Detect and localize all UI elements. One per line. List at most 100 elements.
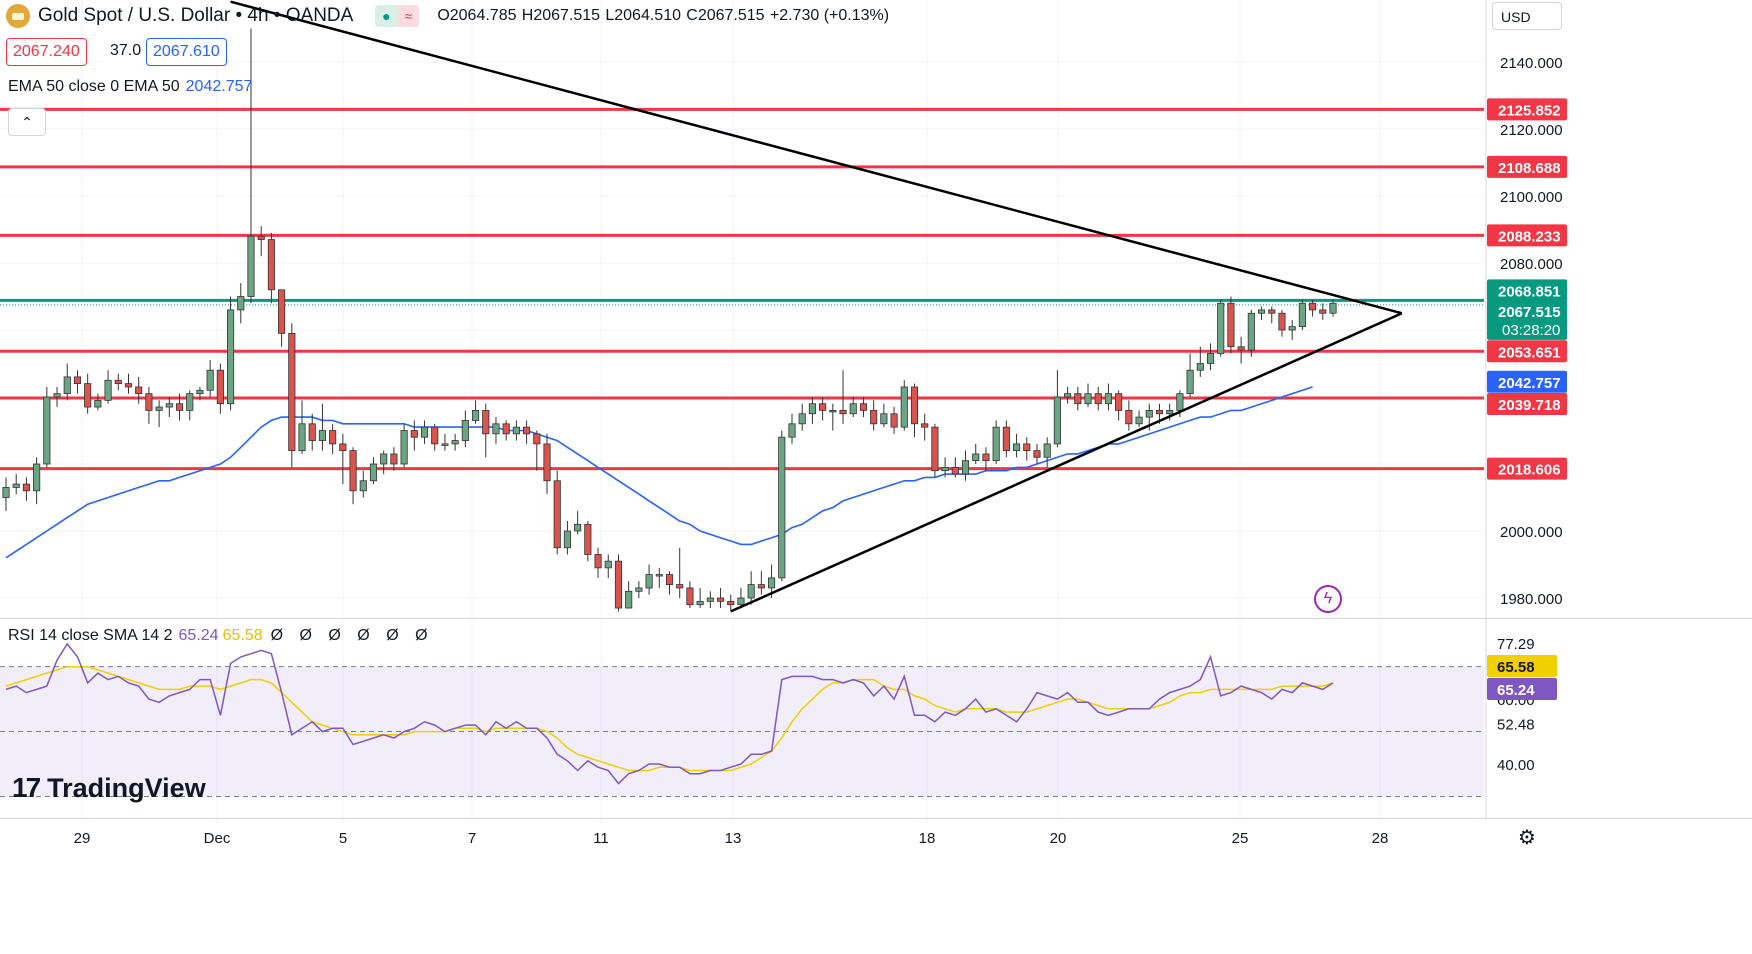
candle-body bbox=[288, 332, 296, 452]
price-tick-label: 2100.000 bbox=[1500, 189, 1563, 206]
candle-body bbox=[196, 389, 204, 395]
candle bbox=[298, 400, 306, 454]
candle-body bbox=[1227, 302, 1235, 348]
candle bbox=[33, 457, 41, 505]
price-label-text: 2053.651 bbox=[1498, 344, 1561, 361]
market-status-badge[interactable]: ● ≈ bbox=[375, 5, 420, 27]
candle bbox=[471, 400, 480, 424]
time-tick-label: 13 bbox=[725, 830, 742, 847]
candle bbox=[380, 450, 388, 475]
candle-body bbox=[594, 554, 602, 569]
candle-body bbox=[951, 466, 959, 475]
candle bbox=[829, 403, 837, 431]
candle bbox=[635, 581, 643, 598]
market-open-icon: ● bbox=[375, 5, 398, 27]
price-label-bg bbox=[1487, 340, 1567, 363]
candle bbox=[961, 450, 970, 481]
candle-body bbox=[523, 426, 531, 435]
candle bbox=[267, 232, 275, 304]
ema-legend[interactable]: EMA 50 close 0 EMA 50 2042.757 bbox=[8, 78, 252, 96]
price-label-text: 2068.851 bbox=[1498, 283, 1561, 300]
candle bbox=[482, 403, 490, 458]
candle-body bbox=[727, 600, 735, 606]
candle bbox=[1064, 386, 1072, 404]
rsi-label: RSI 14 close SMA 14 2 bbox=[8, 627, 173, 644]
candle bbox=[114, 373, 122, 391]
candle bbox=[431, 423, 439, 451]
rsi-legend[interactable]: RSI 14 close SMA 14 2 65.24 65.58 Ø Ø Ø Ø Ø… bbox=[8, 627, 434, 645]
candle bbox=[716, 587, 725, 609]
candle bbox=[278, 289, 286, 347]
chart-title[interactable]: Gold Spot / U.S. Dollar • 4h • OANDA bbox=[38, 5, 354, 26]
currency-selector[interactable]: USD bbox=[1492, 2, 1562, 30]
candle-body bbox=[686, 587, 694, 606]
candle bbox=[196, 386, 204, 401]
time-tick-label: 7 bbox=[468, 830, 476, 847]
lightning-icon[interactable]: ϟ bbox=[1314, 585, 1342, 613]
candle-body bbox=[1155, 409, 1164, 415]
ohlc-low: L2064.510 bbox=[605, 7, 681, 24]
gold-symbol-icon bbox=[6, 4, 30, 28]
candle bbox=[910, 383, 919, 438]
candle-body bbox=[1176, 393, 1184, 411]
candle bbox=[614, 554, 623, 612]
candle bbox=[1023, 437, 1031, 461]
candle bbox=[941, 457, 949, 478]
candle-body bbox=[553, 480, 561, 549]
candle bbox=[247, 28, 255, 304]
ohlc-close: C2067.515 bbox=[686, 7, 765, 24]
candle bbox=[1237, 336, 1245, 364]
buy-price-button[interactable]: 2067.610 bbox=[146, 38, 227, 66]
candle bbox=[400, 423, 408, 468]
candle bbox=[502, 420, 510, 441]
candle-body bbox=[584, 523, 592, 555]
candle bbox=[982, 447, 990, 471]
settings-gear-icon[interactable]: ⚙ bbox=[1518, 827, 1536, 849]
candle-body bbox=[420, 426, 429, 438]
candle-body bbox=[747, 584, 755, 599]
rsi-empty-values: Ø Ø Ø Ø Ø Ø bbox=[270, 627, 434, 644]
tradingview-logo[interactable]: 17 TradingView bbox=[12, 772, 206, 804]
candle-body bbox=[43, 396, 51, 465]
candle bbox=[757, 571, 765, 595]
price-tick-label: 1980.000 bbox=[1500, 591, 1563, 608]
candle-body bbox=[206, 369, 214, 391]
collapse-legend-button[interactable]: ⌃ bbox=[8, 108, 46, 136]
candle-body bbox=[706, 597, 714, 602]
candle bbox=[1186, 353, 1194, 397]
candle-body bbox=[1125, 409, 1133, 425]
rsi-tick-label: 77.29 bbox=[1497, 636, 1535, 653]
candle bbox=[63, 363, 71, 401]
candle-body bbox=[278, 289, 286, 334]
candle-body bbox=[135, 386, 143, 395]
candle-body bbox=[461, 420, 469, 441]
candle bbox=[931, 423, 939, 478]
candle bbox=[696, 587, 704, 609]
candle bbox=[1094, 386, 1102, 411]
candle bbox=[686, 581, 694, 609]
candle bbox=[737, 587, 745, 609]
candle-body bbox=[665, 574, 674, 585]
candle-body bbox=[431, 426, 439, 445]
candle bbox=[778, 430, 786, 582]
candle bbox=[625, 581, 633, 609]
candle bbox=[992, 420, 1000, 464]
candle-body bbox=[257, 235, 265, 240]
candle bbox=[706, 591, 714, 609]
candle bbox=[951, 457, 959, 478]
candle-body bbox=[910, 386, 919, 425]
chevron-up-icon: ⌃ bbox=[21, 114, 33, 130]
rsi-value-bg bbox=[1487, 678, 1557, 700]
sell-price-button[interactable]: 2067.240 bbox=[6, 38, 87, 66]
price-label-bg bbox=[1487, 299, 1567, 340]
ema-label: EMA 50 close 0 EMA 50 bbox=[8, 78, 180, 95]
candle bbox=[1298, 299, 1306, 330]
candle-body bbox=[768, 577, 776, 589]
candle bbox=[1309, 299, 1317, 317]
candle bbox=[73, 370, 82, 394]
candle-body bbox=[247, 235, 255, 297]
price-tick-label: 2120.000 bbox=[1500, 122, 1563, 139]
price-label-text: 2042.757 bbox=[1498, 375, 1561, 392]
